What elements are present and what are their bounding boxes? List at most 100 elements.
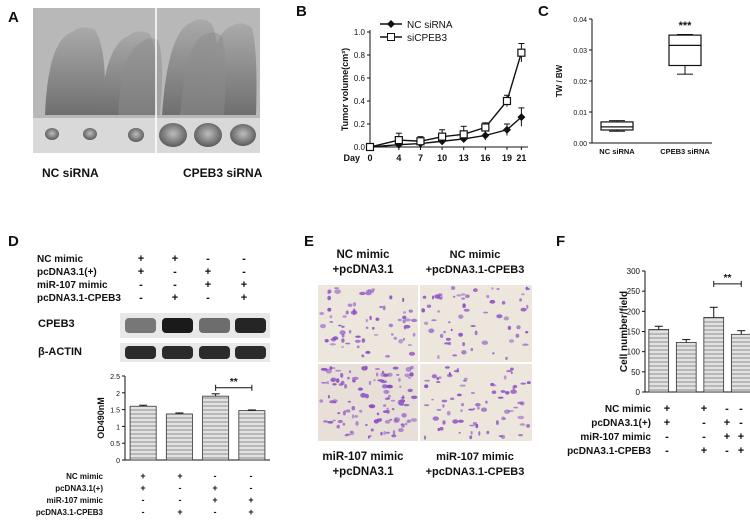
stained-cell bbox=[336, 378, 340, 383]
stained-cell bbox=[527, 287, 530, 291]
stained-cell bbox=[403, 403, 410, 407]
condition-sign: - bbox=[139, 292, 143, 304]
stained-cell bbox=[444, 342, 450, 345]
data-point bbox=[459, 130, 468, 139]
condition-sign: + bbox=[177, 471, 182, 481]
stained-cell bbox=[398, 377, 401, 382]
stained-cell bbox=[458, 332, 463, 337]
condition-sign: - bbox=[242, 266, 246, 278]
stained-cell bbox=[364, 365, 368, 370]
stained-cell bbox=[384, 419, 391, 424]
panel-label-f: F bbox=[556, 233, 565, 250]
stained-cell bbox=[393, 336, 397, 340]
stained-cell bbox=[406, 419, 411, 423]
nc-sirna-label: NC siRNA bbox=[42, 166, 99, 180]
y-tick-label: 1 bbox=[116, 424, 120, 431]
y-tick-label: 250 bbox=[627, 287, 641, 296]
e-bottom-left-line1: miR-107 mimic bbox=[322, 451, 404, 463]
stained-cell bbox=[334, 289, 341, 294]
stained-cell bbox=[526, 304, 529, 309]
stained-cell bbox=[507, 325, 512, 330]
stained-cell bbox=[486, 294, 490, 299]
condition-sign: - bbox=[173, 266, 177, 278]
y-tick-label: 0.02 bbox=[573, 79, 587, 86]
stained-cell bbox=[365, 350, 371, 354]
condition-label: miR-107 mimic bbox=[47, 496, 104, 505]
stained-cell bbox=[519, 423, 526, 426]
y-tick-label: 100 bbox=[627, 348, 641, 357]
stained-cell bbox=[407, 388, 413, 393]
bar bbox=[165, 413, 193, 461]
stained-cell bbox=[469, 435, 473, 440]
actin-band bbox=[235, 346, 266, 359]
stained-cell bbox=[402, 297, 405, 302]
stained-cell bbox=[521, 293, 525, 296]
stained-cell bbox=[432, 295, 434, 300]
stained-cell bbox=[422, 295, 427, 299]
data-point bbox=[394, 136, 403, 145]
stained-cell bbox=[369, 315, 372, 321]
stained-cell bbox=[351, 406, 356, 411]
panel-d-condition-table: NC mimic + + - -pcDNA3.1(+) + - + -miR-107 mimic… bbox=[37, 253, 247, 304]
stained-cell bbox=[338, 383, 343, 386]
x-tick-label: 16 bbox=[480, 153, 490, 163]
stained-cell bbox=[347, 376, 350, 380]
stained-cell bbox=[326, 381, 330, 385]
condition-sign: - bbox=[142, 495, 145, 505]
x-tick-label: 21 bbox=[516, 153, 526, 163]
stained-cell bbox=[439, 426, 444, 431]
stained-cell bbox=[329, 400, 335, 404]
stained-cell bbox=[516, 325, 521, 330]
stained-cell bbox=[319, 399, 324, 403]
condition-sign: - bbox=[206, 253, 210, 265]
stained-cell bbox=[460, 409, 463, 412]
condition-sign: - bbox=[665, 431, 669, 443]
stained-cell bbox=[372, 326, 375, 330]
stained-cell bbox=[442, 420, 446, 425]
y-tick-label: 2.5 bbox=[110, 374, 120, 381]
stained-cell bbox=[446, 410, 451, 416]
stained-cell bbox=[463, 377, 468, 380]
condition-label: pcDNA3.1(+) bbox=[37, 267, 97, 278]
stained-cell bbox=[391, 434, 397, 438]
blot-label-actin: β-ACTIN bbox=[38, 346, 82, 358]
data-point bbox=[502, 125, 511, 134]
condition-sign: + bbox=[241, 292, 247, 304]
stained-cell bbox=[398, 428, 404, 433]
stained-cell bbox=[380, 372, 387, 377]
stained-cell bbox=[402, 315, 407, 320]
stained-cell bbox=[458, 419, 464, 423]
stained-cell bbox=[389, 418, 393, 421]
cpeb3-band bbox=[235, 318, 266, 333]
cpeb3-sirna-label: CPEB3 siRNA bbox=[183, 166, 263, 180]
stained-cell bbox=[327, 291, 331, 295]
condition-label: NC mimic bbox=[37, 254, 84, 265]
tumor-volume-chart: 0.0 0.2 0.4 0.6 0.8 1.0 Tumor volume(cm³) Day 0 4… bbox=[340, 20, 528, 163]
stained-cell bbox=[517, 415, 525, 420]
transwell-images: NC mimic +pcDNA3.1 NC mimic +pcDNA3.1-CP… bbox=[318, 249, 532, 478]
y-tick-label: 0.00 bbox=[573, 141, 587, 148]
legend-label: siCPEB3 bbox=[407, 33, 447, 44]
box bbox=[600, 121, 634, 131]
stained-cell bbox=[324, 339, 329, 343]
stained-cell bbox=[497, 396, 504, 399]
stained-cell bbox=[452, 295, 456, 298]
stained-cell bbox=[480, 407, 488, 412]
e-bottom-right-line1: miR-107 mimic bbox=[436, 451, 514, 463]
stained-cell bbox=[399, 399, 406, 403]
stained-cell bbox=[463, 379, 467, 382]
condition-sign: - bbox=[242, 253, 246, 265]
e-top-right-line1: NC mimic bbox=[450, 249, 501, 261]
condition-sign: - bbox=[173, 279, 177, 291]
stained-cell bbox=[503, 375, 507, 380]
stained-cell bbox=[391, 407, 395, 411]
stained-cell bbox=[392, 366, 399, 370]
stained-cell bbox=[446, 373, 453, 378]
stained-cell bbox=[399, 403, 404, 406]
stained-cell bbox=[517, 401, 523, 405]
stained-cell bbox=[459, 384, 467, 387]
stained-cell bbox=[451, 286, 456, 290]
stained-cell bbox=[385, 431, 390, 434]
stained-cell bbox=[526, 381, 531, 385]
stained-cell bbox=[517, 434, 524, 437]
